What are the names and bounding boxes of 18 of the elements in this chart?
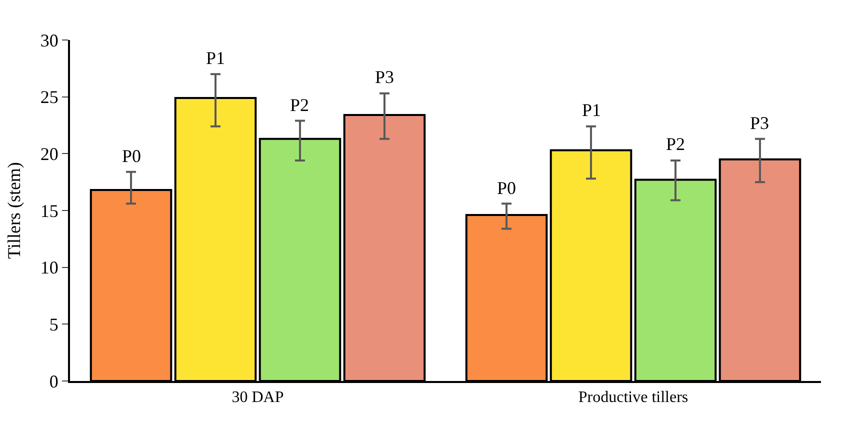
- y-tick-label: 20: [40, 144, 58, 164]
- series-label: P2: [290, 95, 310, 115]
- x-tick-label: 30 DAP: [232, 389, 284, 406]
- x-tick-label: Productive tillers: [578, 389, 688, 406]
- y-tick-label: 10: [40, 258, 58, 278]
- y-tick-label: 25: [40, 87, 58, 108]
- series-label: P3: [750, 113, 770, 133]
- series-label: P1: [206, 48, 226, 68]
- text: P3: [375, 67, 394, 87]
- y-tick-label: 30: [40, 30, 58, 50]
- y-tick-label: 5: [49, 314, 58, 334]
- y-tick-label: 15: [40, 200, 58, 221]
- y-axis-title: Tillers (stem): [4, 162, 24, 259]
- y-tick-label: 0: [49, 371, 58, 392]
- text: P2: [666, 134, 686, 154]
- series-label: P0: [497, 178, 516, 198]
- text: P0: [122, 146, 142, 166]
- text: P1: [582, 100, 602, 120]
